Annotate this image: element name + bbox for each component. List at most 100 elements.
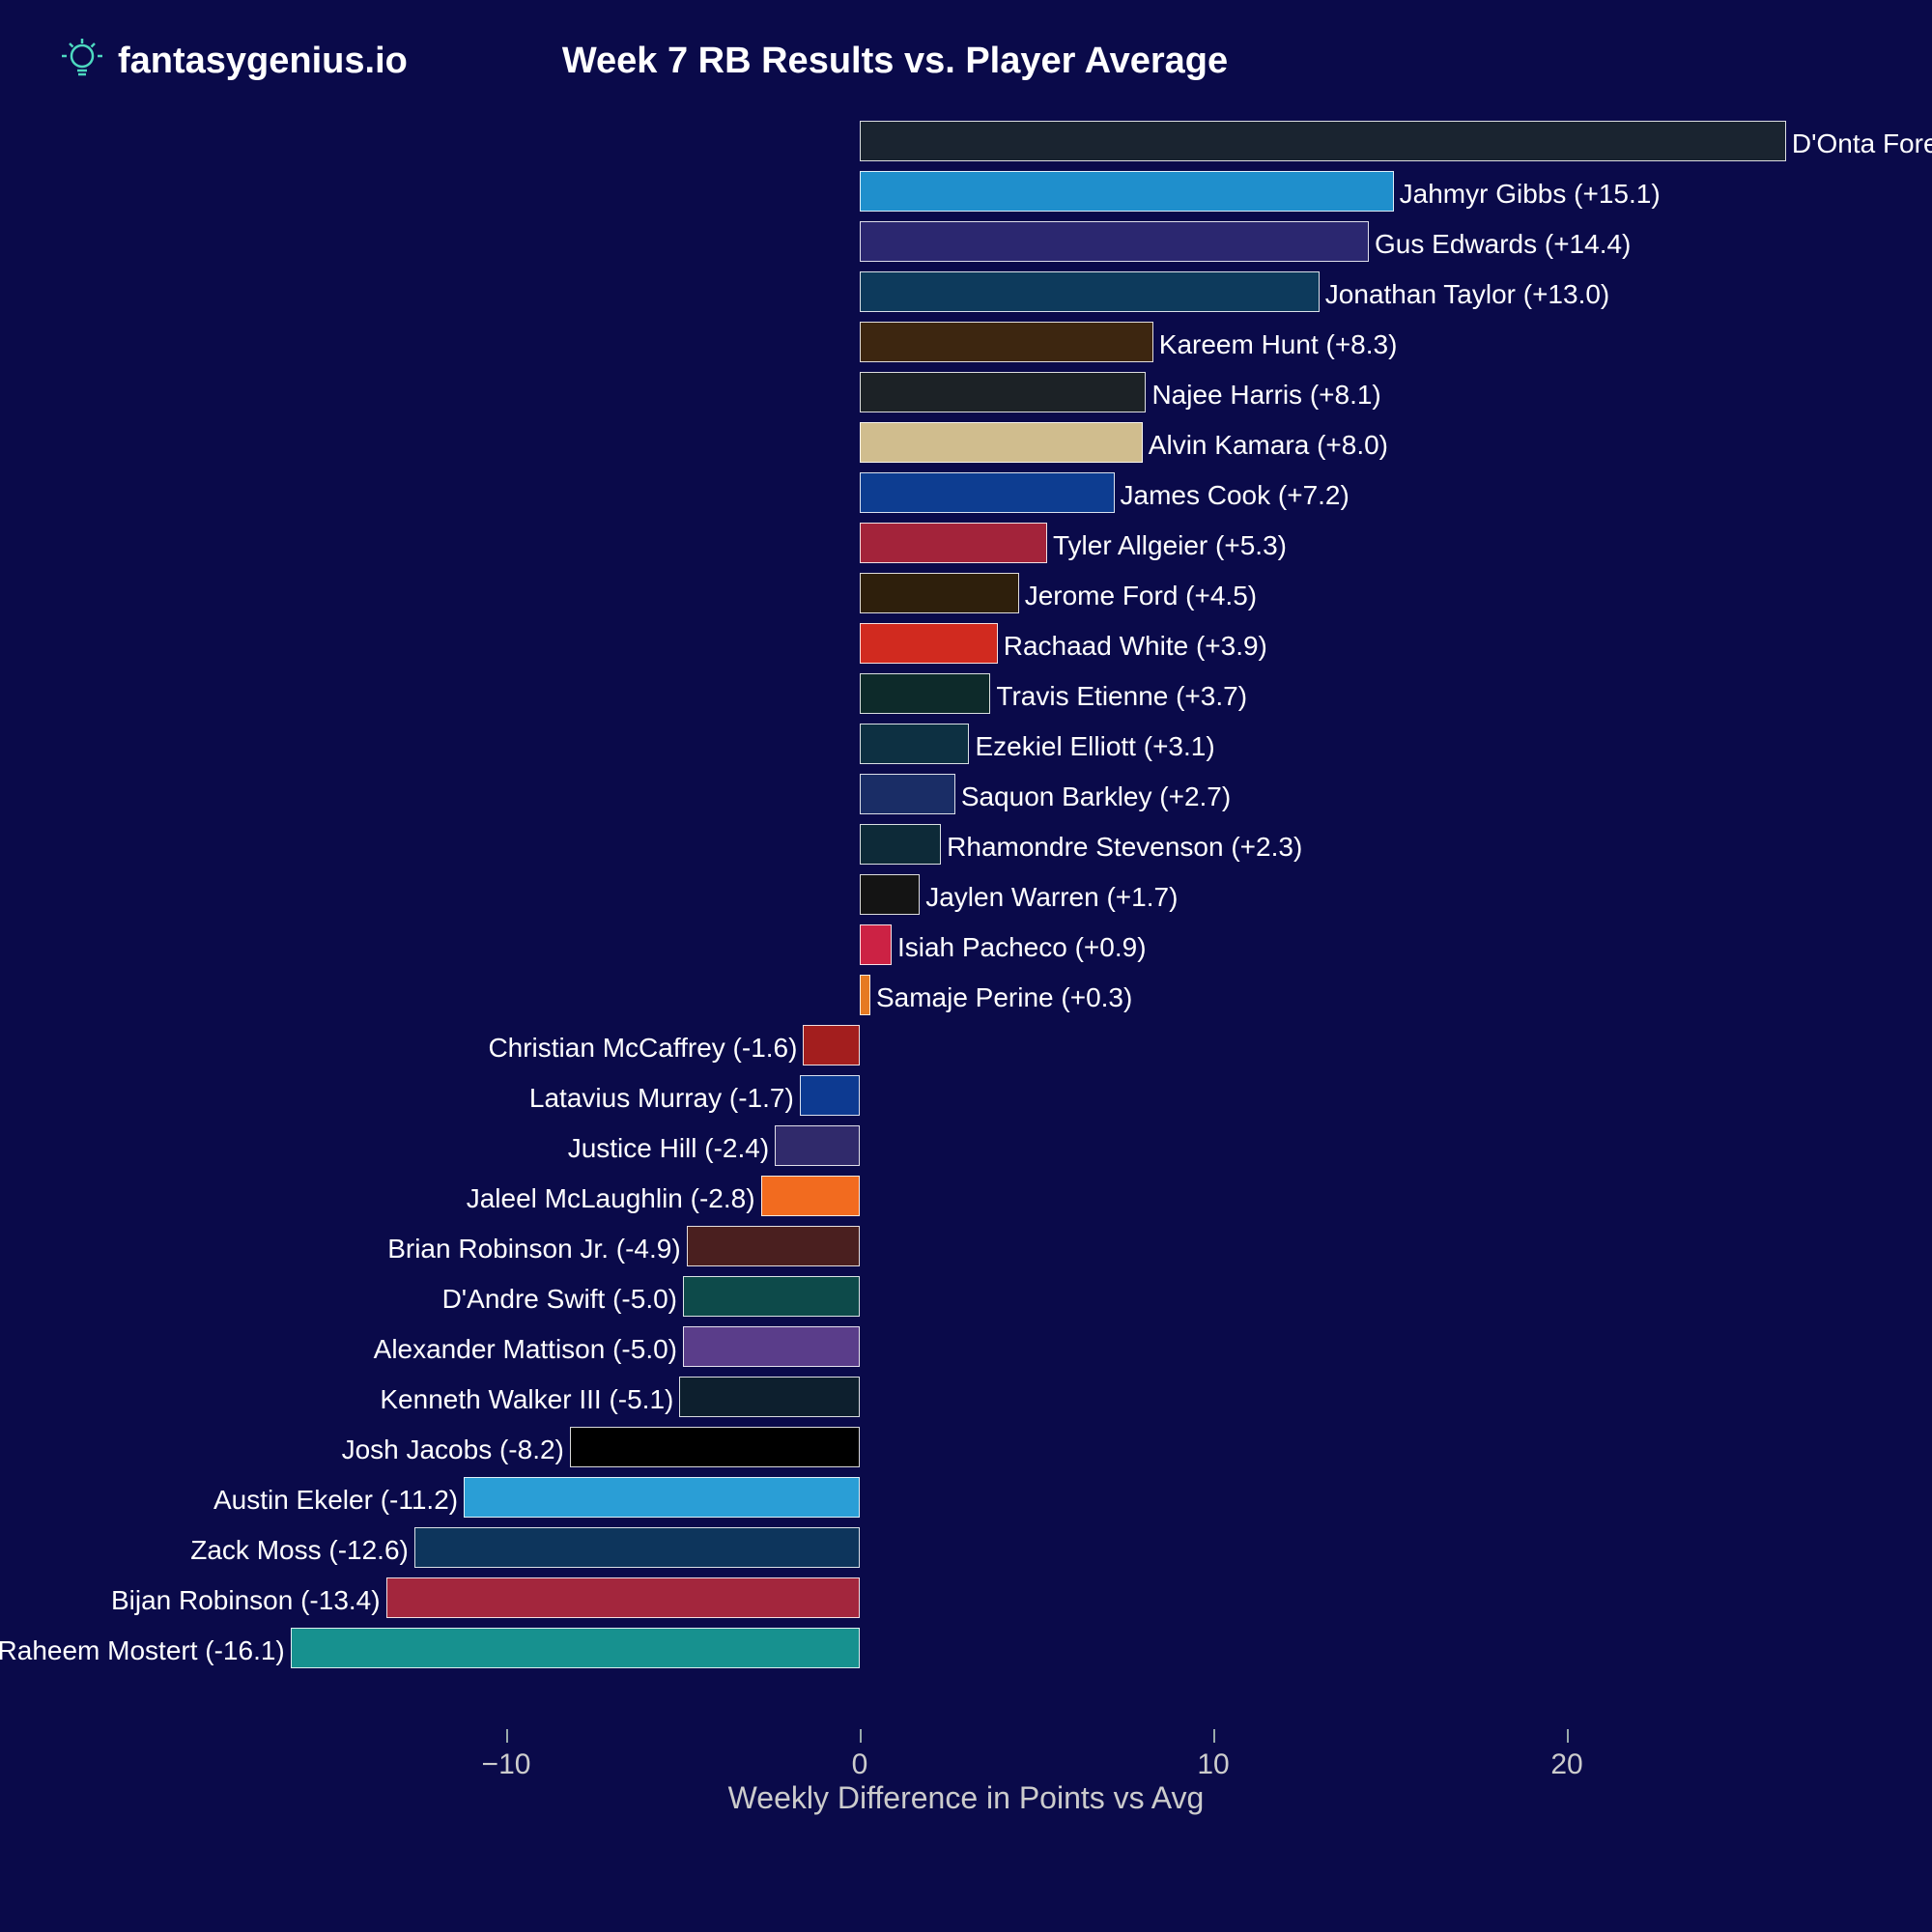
x-axis: −1001020 — [58, 1729, 1874, 1768]
bar — [679, 1377, 860, 1417]
page-container: fantasygenius.io Week 7 RB Results vs. P… — [0, 0, 1932, 1932]
bar-row: Isiah Pacheco (+0.9) — [58, 920, 1874, 970]
bar — [860, 924, 892, 965]
bar-row: Rachaad White (+3.9) — [58, 618, 1874, 668]
bar-label: Zack Moss (-12.6) — [190, 1535, 409, 1566]
bar-row: D'Onta Foreman (+26.2) — [58, 116, 1874, 166]
bar-row: Zack Moss (-12.6) — [58, 1522, 1874, 1573]
bar-label: Jonathan Taylor (+13.0) — [1325, 279, 1609, 310]
bar-row: Samaje Perine (+0.3) — [58, 970, 1874, 1020]
axis-tick-label: 0 — [852, 1748, 868, 1781]
bar-row: Rhamondre Stevenson (+2.3) — [58, 819, 1874, 869]
bar-row: Christian McCaffrey (-1.6) — [58, 1020, 1874, 1070]
bar — [414, 1527, 860, 1568]
bar-label: Ezekiel Elliott (+3.1) — [975, 731, 1214, 762]
bar-row: Josh Jacobs (-8.2) — [58, 1422, 1874, 1472]
bar — [800, 1075, 860, 1116]
bar — [683, 1326, 860, 1367]
bar-label: Latavius Murray (-1.7) — [529, 1083, 794, 1114]
bar-row: Tyler Allgeier (+5.3) — [58, 518, 1874, 568]
bar-row: Gus Edwards (+14.4) — [58, 216, 1874, 267]
axis-tick-label: 20 — [1550, 1748, 1582, 1781]
bar-row: D'Andre Swift (-5.0) — [58, 1271, 1874, 1321]
bar — [860, 121, 1786, 161]
bar — [860, 322, 1153, 362]
bar — [860, 774, 955, 814]
header: fantasygenius.io Week 7 RB Results vs. P… — [0, 0, 1932, 107]
bar — [860, 975, 870, 1015]
bar-label: D'Onta Foreman (+26.2) — [1792, 128, 1932, 159]
bar-label: Jaleel McLaughlin (-2.8) — [467, 1183, 755, 1214]
bar-row: Jonathan Taylor (+13.0) — [58, 267, 1874, 317]
bar — [687, 1226, 860, 1266]
bar — [570, 1427, 860, 1467]
bar-row: Alexander Mattison (-5.0) — [58, 1321, 1874, 1372]
bar-label: Tyler Allgeier (+5.3) — [1053, 530, 1287, 561]
bar-label: Samaje Perine (+0.3) — [876, 982, 1132, 1013]
axis-tick — [506, 1729, 508, 1743]
bar — [860, 824, 941, 865]
bar-label: Jerome Ford (+4.5) — [1025, 581, 1257, 611]
bar-row: Ezekiel Elliott (+3.1) — [58, 719, 1874, 769]
bar — [860, 523, 1047, 563]
axis-tick-label: −10 — [482, 1748, 531, 1781]
bar — [860, 422, 1143, 463]
bar — [860, 472, 1115, 513]
bar-row: James Cook (+7.2) — [58, 468, 1874, 518]
logo: fantasygenius.io — [58, 35, 408, 88]
bar — [683, 1276, 860, 1317]
bar-label: James Cook (+7.2) — [1121, 480, 1350, 511]
bar — [860, 874, 920, 915]
bar-row: Saquon Barkley (+2.7) — [58, 769, 1874, 819]
axis-title: Weekly Difference in Points vs Avg — [58, 1780, 1874, 1816]
bar-label: Christian McCaffrey (-1.6) — [488, 1033, 797, 1064]
bar-label: Bijan Robinson (-13.4) — [111, 1585, 381, 1616]
bar-label: Alexander Mattison (-5.0) — [374, 1334, 677, 1365]
bar-row: Jerome Ford (+4.5) — [58, 568, 1874, 618]
chart-title: Week 7 RB Results vs. Player Average — [562, 41, 1228, 82]
bar-row: Brian Robinson Jr. (-4.9) — [58, 1221, 1874, 1271]
bar-label: Najee Harris (+8.1) — [1151, 380, 1380, 411]
bar — [803, 1025, 860, 1065]
bar — [860, 221, 1369, 262]
bar — [386, 1577, 860, 1618]
bar-row: Austin Ekeler (-11.2) — [58, 1472, 1874, 1522]
bar-label: Rhamondre Stevenson (+2.3) — [947, 832, 1302, 863]
bar-label: Gus Edwards (+14.4) — [1375, 229, 1631, 260]
bar-label: Jahmyr Gibbs (+15.1) — [1400, 179, 1661, 210]
bar — [860, 271, 1320, 312]
bar-label: Alvin Kamara (+8.0) — [1149, 430, 1388, 461]
bar-row: Justice Hill (-2.4) — [58, 1121, 1874, 1171]
bar-row: Kenneth Walker III (-5.1) — [58, 1372, 1874, 1422]
bar-label: Brian Robinson Jr. (-4.9) — [387, 1234, 680, 1264]
bar — [860, 623, 998, 664]
bar-label: Jaylen Warren (+1.7) — [925, 882, 1178, 913]
bar — [860, 724, 969, 764]
bar — [860, 573, 1019, 613]
bar-label: Josh Jacobs (-8.2) — [342, 1435, 564, 1465]
bar-label: Justice Hill (-2.4) — [568, 1133, 769, 1164]
bar-row: Jaylen Warren (+1.7) — [58, 869, 1874, 920]
bar-row: Kareem Hunt (+8.3) — [58, 317, 1874, 367]
lightbulb-icon — [58, 35, 106, 88]
bar — [761, 1176, 860, 1216]
bar — [860, 372, 1146, 412]
bar — [291, 1628, 860, 1668]
bar-label: Rachaad White (+3.9) — [1004, 631, 1267, 662]
bar-row: Alvin Kamara (+8.0) — [58, 417, 1874, 468]
bar — [860, 673, 990, 714]
bar-row: Raheem Mostert (-16.1) — [58, 1623, 1874, 1673]
bar-label: Kareem Hunt (+8.3) — [1159, 329, 1398, 360]
bar-row: Jaleel McLaughlin (-2.8) — [58, 1171, 1874, 1221]
axis-tick — [860, 1729, 862, 1743]
bar-row: Bijan Robinson (-13.4) — [58, 1573, 1874, 1623]
bar-label: Isiah Pacheco (+0.9) — [897, 932, 1147, 963]
bar-row: Jahmyr Gibbs (+15.1) — [58, 166, 1874, 216]
bar-label: Raheem Mostert (-16.1) — [0, 1635, 285, 1666]
bar-row: Latavius Murray (-1.7) — [58, 1070, 1874, 1121]
bar-label: Austin Ekeler (-11.2) — [213, 1485, 458, 1516]
axis-tick — [1567, 1729, 1569, 1743]
logo-text: fantasygenius.io — [118, 41, 408, 82]
bar — [860, 171, 1394, 212]
chart-area: D'Onta Foreman (+26.2) Jahmyr Gibbs (+15.… — [58, 116, 1874, 1835]
